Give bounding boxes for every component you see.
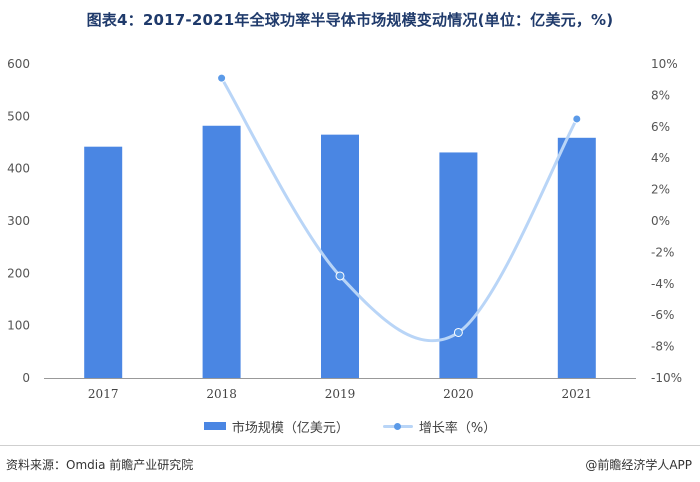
- y-left-tick-label: 0: [22, 371, 30, 385]
- y-left-tick-label: 100: [7, 319, 30, 333]
- chart-legend: 市场规模（亿美元） 增长率（%）: [0, 416, 700, 436]
- y-right-tick-label: 6%: [651, 120, 670, 134]
- legend-item-bar: 市场规模（亿美元）: [203, 417, 349, 436]
- y-right-tick-label: 8%: [651, 88, 670, 102]
- bar-2021: [557, 137, 596, 378]
- growth-rate-point-2020: [453, 327, 463, 337]
- legend-bar-label: 市场规模（亿美元）: [231, 420, 349, 436]
- credit-note: @前瞻经济学人APP: [585, 458, 692, 472]
- y-right-tick-label: -10%: [651, 371, 682, 385]
- legend-item-line: 增长率（%）: [382, 417, 497, 436]
- x-tick-label: 2019: [325, 387, 356, 401]
- legend-line-label: 增长率（%）: [418, 420, 497, 436]
- y-right-tick-label: 4%: [651, 151, 670, 165]
- y-left-tick-label: 500: [7, 109, 30, 123]
- combo-chart: 0 100 200 300 400 500 600 -10% -8% -6% -4% -2% 0% 2% 4…: [7, 57, 682, 401]
- x-tick-label: 2021: [562, 387, 593, 401]
- y-right-tick-label: 0%: [651, 214, 670, 228]
- bar-2019: [321, 134, 359, 378]
- growth-rate-point-2019: [335, 271, 345, 281]
- y-left-tick-label: 300: [7, 214, 30, 228]
- chart-title: 图表4：2017-2021年全球功率半导体市场规模变动情况(单位：亿美元，%): [86, 11, 614, 29]
- source-note: 资料来源：Omdia 前瞻产业研究院: [6, 458, 194, 472]
- footer-divider: [0, 445, 700, 446]
- y-right-tick-label: 2%: [651, 183, 670, 197]
- y-right-tick-label: -6%: [651, 308, 674, 322]
- bar-2017: [84, 146, 123, 378]
- y-right-tick-label: -8%: [651, 340, 674, 354]
- bar-2018: [202, 125, 241, 379]
- legend-bar-swatch: [203, 422, 226, 430]
- x-tick-label: 2020: [443, 387, 474, 401]
- growth-rate-point-2021: [572, 114, 582, 124]
- y-right-tick-label: -2%: [651, 245, 674, 259]
- growth-rate-line: [220, 76, 579, 343]
- y-right-tick-label: -4%: [651, 277, 674, 291]
- y-left-tick-label: 200: [7, 266, 30, 280]
- x-tick-label: 2017: [88, 387, 119, 401]
- y-left-tick-label: 400: [7, 162, 30, 176]
- growth-rate-point-2018: [217, 73, 227, 83]
- legend-line-swatch: [382, 421, 413, 431]
- y-left-tick-label: 600: [7, 57, 30, 71]
- y-right-tick-label: 10%: [651, 57, 678, 71]
- bar-2020: [439, 152, 478, 378]
- x-tick-label: 2018: [206, 387, 237, 401]
